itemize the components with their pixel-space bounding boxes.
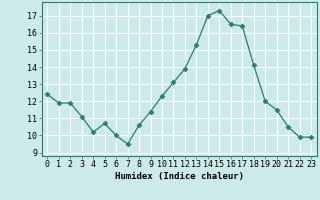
X-axis label: Humidex (Indice chaleur): Humidex (Indice chaleur) bbox=[115, 172, 244, 181]
